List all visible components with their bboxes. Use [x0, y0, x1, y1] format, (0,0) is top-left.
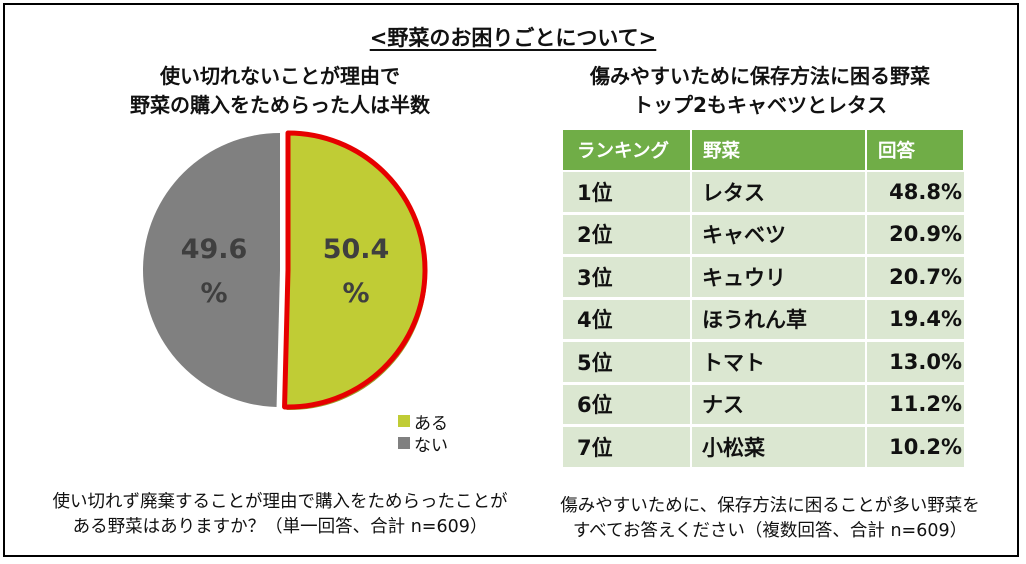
- pie-slice-aru: [282, 130, 428, 410]
- pie-unit-label: %: [342, 278, 369, 309]
- cell-rank: 2位: [563, 212, 692, 257]
- pie-legend: ある ない: [398, 410, 448, 456]
- table-row: 4位 ほうれん草 19.4%: [563, 297, 964, 342]
- pie-unit-label: %: [200, 278, 227, 309]
- header-ranking: ランキング: [563, 130, 692, 171]
- pie-value-label: 50.4: [323, 234, 390, 265]
- table-row: 6位 ナス 11.2%: [563, 382, 964, 427]
- pie-chart: 50.4% 49.6%: [143, 130, 428, 411]
- cell-vegetable: レタス: [690, 170, 867, 215]
- pie-title-line-1: 使い切れないことが理由で: [160, 64, 400, 88]
- cell-answer: 20.7%: [865, 254, 964, 300]
- table-note-line-1: 傷みやすいために、保存方法に困ることが多い野菜を: [560, 496, 980, 516]
- pie-note-line-1: 使い切れず廃棄することが理由で購入をためらったことが: [52, 492, 508, 512]
- pie-slice-nai: [143, 133, 280, 407]
- table-row: 1位 レタス 48.8%: [563, 170, 964, 215]
- pie-value-label: 49.6: [181, 234, 248, 265]
- cell-answer: 19.4%: [865, 297, 964, 342]
- cell-vegetable: ナス: [690, 382, 867, 427]
- table-note-line-2: すべてお答えください（複数回答、合計 n=609）: [572, 521, 968, 541]
- header-answer: 回答: [865, 130, 965, 171]
- legend-label-aru: ある: [414, 413, 448, 434]
- cell-answer: 10.2%: [865, 424, 964, 470]
- cell-vegetable: キャベツ: [690, 212, 867, 257]
- table-title-line-2: トップ2もキャベツとレタス: [633, 93, 887, 117]
- cell-answer: 20.9%: [865, 212, 964, 257]
- cell-rank: 1位: [563, 170, 692, 215]
- table-row: 3位 キュウリ 20.7%: [563, 254, 964, 300]
- cell-vegetable: ほうれん草: [690, 297, 867, 342]
- legend-swatch-aru: [398, 415, 410, 427]
- figure-frame: [3, 3, 1019, 557]
- pie-note-line-2: ある野菜はありますか？（単一回答、合計 n=609）: [72, 517, 488, 537]
- cell-answer: 11.2%: [865, 382, 964, 427]
- cell-rank: 7位: [563, 424, 692, 470]
- header-vegetable: 野菜: [690, 130, 867, 171]
- pie-question-note: 使い切れず廃棄することが理由で購入をためらったことが ある野菜はありますか？（単…: [20, 490, 540, 540]
- table-header-row: ランキング 野菜 回答: [563, 130, 965, 171]
- ranking-table-title: 傷みやすいために保存方法に困る野菜 トップ2もキャベツとレタス: [540, 62, 980, 120]
- pie-chart-title: 使い切れないことが理由で 野菜の購入をためらった人は半数: [60, 62, 500, 120]
- legend-item-aru: ある: [398, 410, 448, 434]
- legend-swatch-nai: [398, 437, 410, 449]
- table-title-line-1: 傷みやすいために保存方法に困る野菜: [590, 64, 930, 88]
- table-row: 2位 キャベツ 20.9%: [563, 212, 964, 257]
- table-row: 5位 トマト 13.0%: [563, 339, 964, 385]
- cell-vegetable: トマト: [690, 339, 867, 385]
- legend-item-nai: ない: [398, 432, 448, 456]
- cell-answer: 13.0%: [865, 339, 964, 385]
- table-row: 7位 小松菜 10.2%: [563, 424, 964, 470]
- legend-label-nai: ない: [414, 435, 448, 456]
- cell-rank: 6位: [563, 382, 692, 427]
- main-title: <野菜のお困りごとについて>: [369, 26, 657, 50]
- ranking-table: ランキング 野菜 回答 1位 レタス 48.8% 2位 キャベツ 20.9% 3位 キュウリ 2…: [563, 130, 965, 470]
- cell-rank: 3位: [563, 254, 692, 300]
- table-question-note: 傷みやすいために、保存方法に困ることが多い野菜を すべてお答えください（複数回答…: [520, 494, 1020, 544]
- cell-rank: 5位: [563, 339, 692, 385]
- cell-vegetable: キュウリ: [690, 254, 867, 300]
- cell-answer: 48.8%: [865, 170, 964, 215]
- cell-rank: 4位: [563, 297, 692, 342]
- pie-title-line-2: 野菜の購入をためらった人は半数: [130, 93, 430, 117]
- cell-vegetable: 小松菜: [690, 424, 867, 470]
